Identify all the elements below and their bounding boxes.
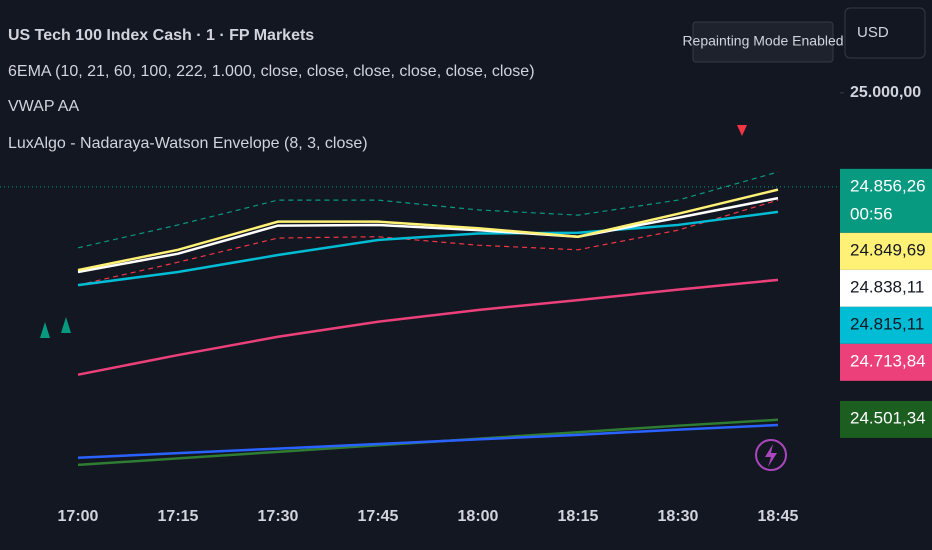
x-tick-label: 17:45 (358, 508, 399, 525)
countdown: 00:56 (850, 204, 893, 223)
x-tick-label: 18:45 (758, 508, 799, 525)
indicator-label: 6EMA (10, 21, 60, 100, 222, 1.000, close… (8, 63, 535, 80)
badge-text: Repainting Mode Enabled (682, 33, 843, 49)
series-line (77, 196, 779, 274)
price-tag-label: 24.838,11 (850, 277, 924, 296)
price-tag (840, 232, 932, 270)
series-line (77, 188, 779, 272)
symbol-title: US Tech 100 Index Cash · 1 · FP Markets (8, 27, 314, 44)
signal-up (40, 322, 50, 338)
alert-bolt (765, 444, 777, 467)
signal-down (737, 125, 747, 136)
currency-button[interactable] (844, 7, 926, 59)
price-tag (840, 306, 932, 344)
y-tick-label: 25.000,00 (850, 84, 921, 101)
x-tick-label: 17:30 (258, 508, 299, 525)
x-tick-label: 17:00 (58, 508, 99, 525)
series-line (77, 210, 779, 287)
price-tag (840, 400, 932, 438)
series-line (77, 278, 779, 376)
x-tick-label: 18:00 (458, 508, 499, 525)
indicator-label: VWAP AA (8, 98, 79, 115)
price-tag (840, 168, 932, 233)
currency-text: USD (857, 24, 889, 41)
badge[interactable] (692, 21, 834, 63)
x-tick-label: 18:15 (558, 508, 599, 525)
price-tag-label: 24.713,84 (850, 351, 926, 370)
alert-icon[interactable] (755, 439, 787, 471)
price-tag (840, 343, 932, 381)
price-tag (840, 269, 932, 307)
x-tick-label: 17:15 (158, 508, 199, 525)
x-tick-label: 18:30 (658, 508, 699, 525)
signal-up (61, 317, 71, 333)
price-tag-label: 24.501,34 (850, 408, 926, 427)
series-line (77, 199, 779, 286)
series-line (77, 171, 779, 249)
price-tag-label: 24.815,11 (850, 314, 924, 333)
plot: 17:00 17:15 17:30 17:45 18:00 18:15 18:30 18:45… (0, 84, 932, 525)
series-line (77, 423, 779, 459)
price-tag-label: 24.849,69 (850, 240, 926, 259)
indicator-label: LuxAlgo - Nadaraya-Watson Envelope (8, 3… (8, 135, 368, 152)
price-tag-label: 24.856,26 (850, 176, 926, 195)
